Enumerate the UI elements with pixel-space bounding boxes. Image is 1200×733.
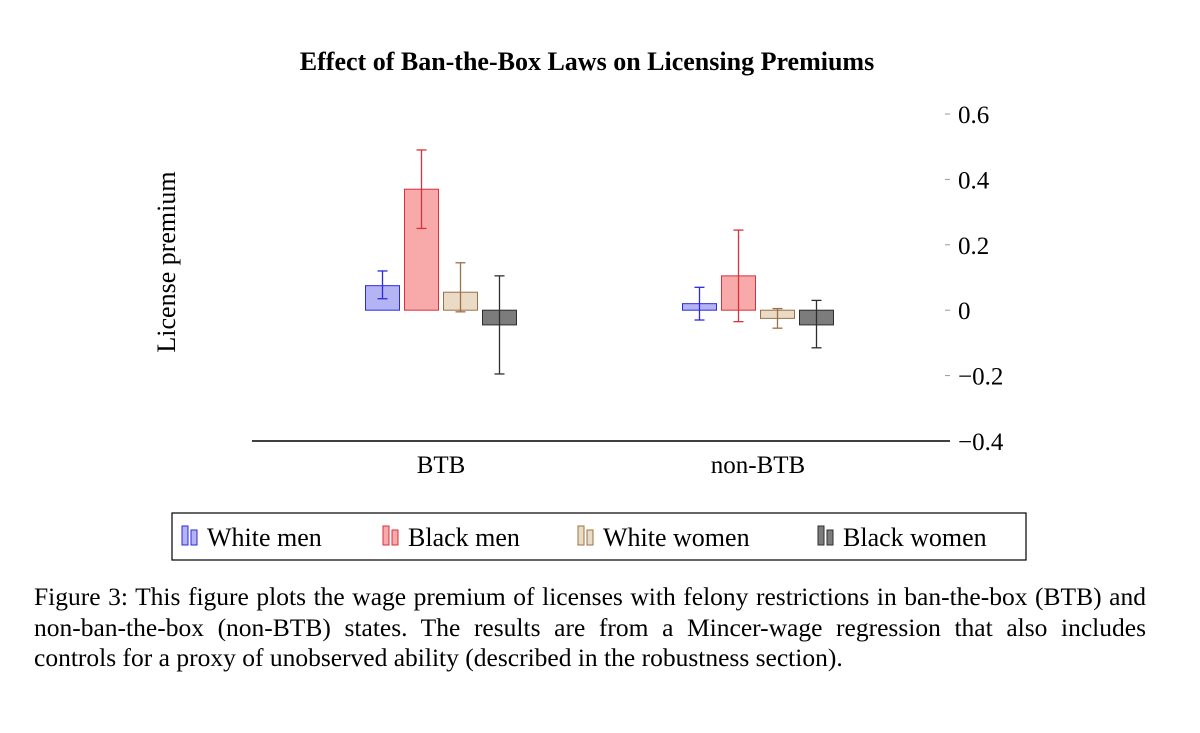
bars-group [365, 149, 834, 375]
y-tick-label: 0 [958, 298, 971, 325]
legend-label-white-women: White women [603, 523, 750, 552]
legend-swatch-white-women [586, 529, 594, 546]
y-tick-label: 0.2 [958, 233, 989, 260]
legend-label-black-women: Black women [843, 523, 987, 552]
x-axis-labels: BTB non-BTB [417, 452, 806, 479]
legend-label-white-men: White men [207, 523, 322, 552]
y-tick-label: −0.4 [958, 429, 1004, 456]
x-tick-label: non-BTB [711, 452, 805, 479]
x-tick-label: BTB [417, 452, 466, 479]
legend: White men Black men White women Black women [171, 512, 1027, 561]
legend-label-black-men: Black men [408, 523, 520, 552]
y-axis-label: License premium [152, 171, 181, 352]
legend-swatch-black-men [382, 525, 390, 546]
legend-swatch-white-men [181, 525, 189, 546]
legend-swatch-white-women [577, 525, 585, 546]
figure-caption: Figure 3: This figure plots the wage pre… [34, 582, 1146, 672]
y-tick-label: −0.2 [958, 364, 1003, 391]
y-tick-label: 0.6 [958, 102, 989, 129]
legend-swatch-black-women [826, 529, 834, 546]
chart: Effect of Ban-the-Box Laws on Licensing … [152, 47, 1027, 561]
y-axis: 0.6 0.4 0.2 0 −0.2 −0.4 [945, 102, 1004, 456]
legend-swatch-black-men [391, 529, 399, 546]
chart-title: Effect of Ban-the-Box Laws on Licensing … [300, 47, 874, 76]
legend-swatch-black-women [817, 525, 825, 546]
y-tick-label: 0.4 [958, 167, 990, 194]
legend-swatch-white-men [190, 529, 198, 546]
legend-box [171, 512, 1027, 561]
